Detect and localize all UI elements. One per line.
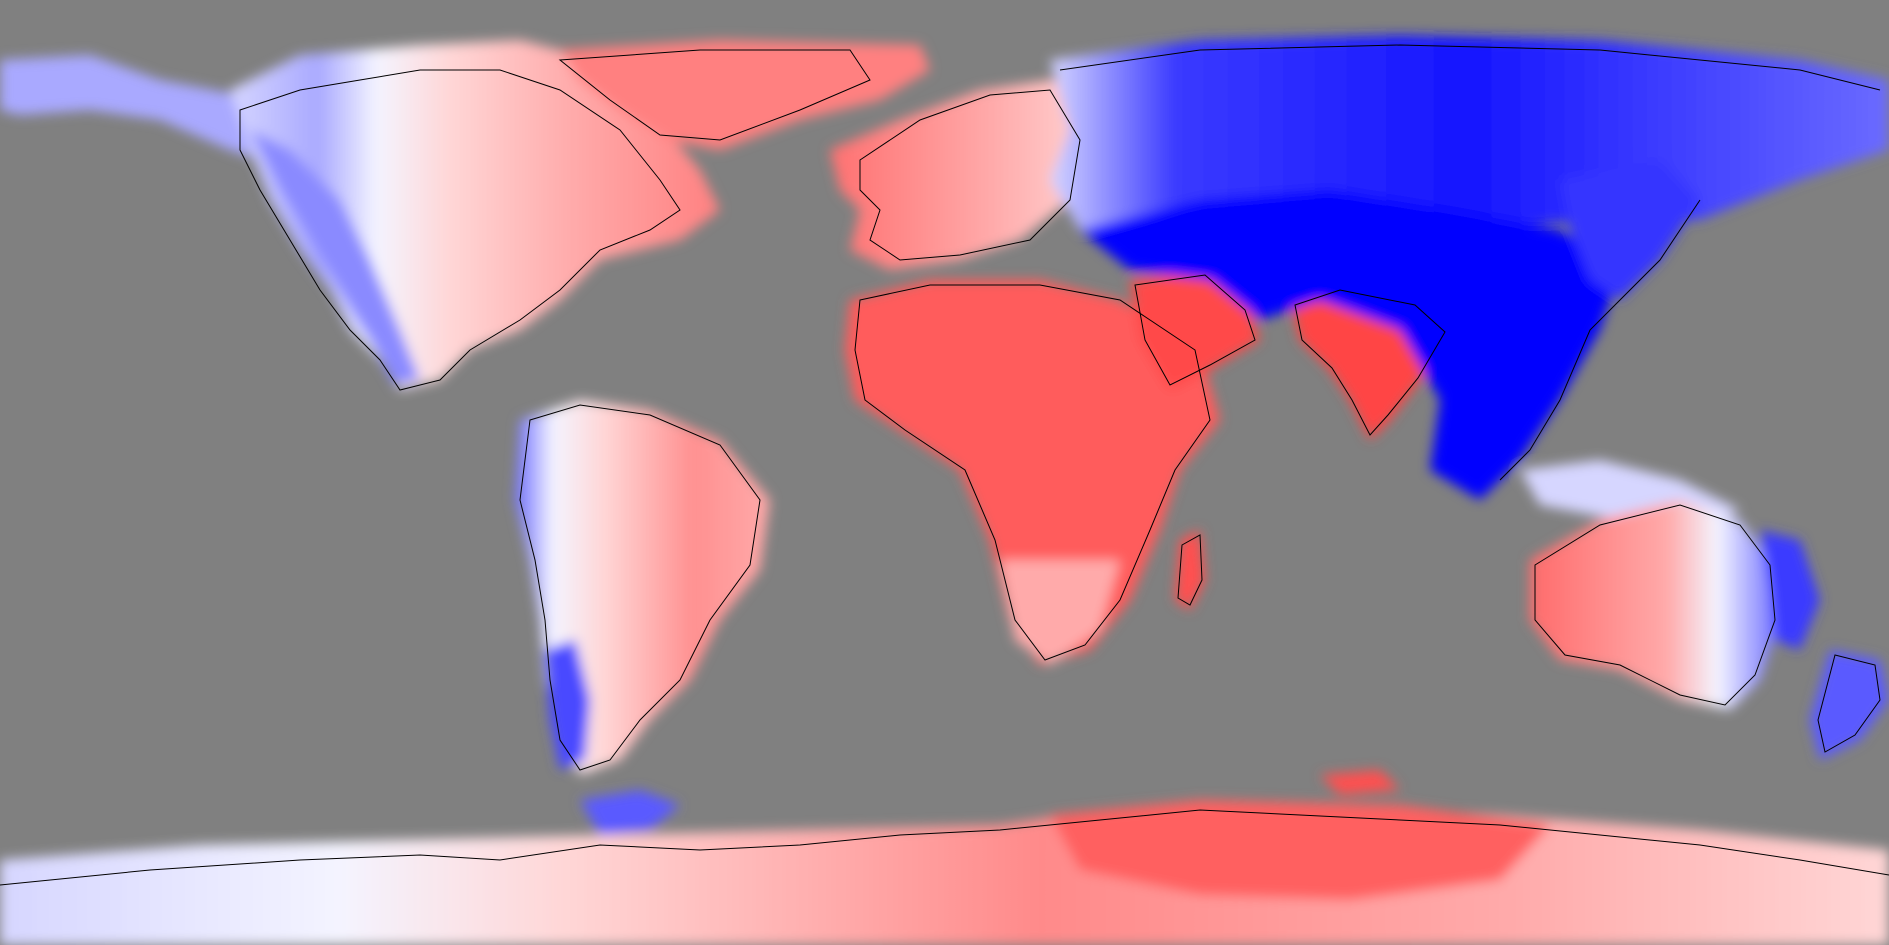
coast-north-america [239,69,681,391]
coast-madagascar [1177,534,1203,606]
region-antarctic-coast-patch [1320,770,1400,795]
coast-europe [859,89,1081,261]
region-australia [1530,500,1780,710]
region-east-asia [1560,160,1700,300]
region-andes-band [545,640,590,770]
region-antarctic-peninsula [580,790,680,835]
region-greenland [560,40,930,150]
region-europe [830,70,1100,270]
coast-arabia [1134,274,1256,386]
coast-asia-east [1499,199,1701,481]
coast-antarctica [0,809,1889,886]
region-new-zealand [1810,650,1889,760]
region-arabia [1130,270,1260,390]
region-central-asia [1080,190,1620,500]
coast-greenland [558,49,871,141]
region-southern-africa [1000,560,1120,665]
coast-india [1294,289,1446,436]
coast-new-zealand [1817,654,1881,753]
coast-africa [854,284,1211,661]
coast-asia-north [1059,44,1881,91]
coast-australia [1534,504,1776,706]
region-africa [845,280,1220,665]
region-rockies-band [250,130,420,385]
coastlines [0,44,1889,886]
coast-south-america [519,404,761,771]
region-antarctica-core [1050,800,1550,900]
